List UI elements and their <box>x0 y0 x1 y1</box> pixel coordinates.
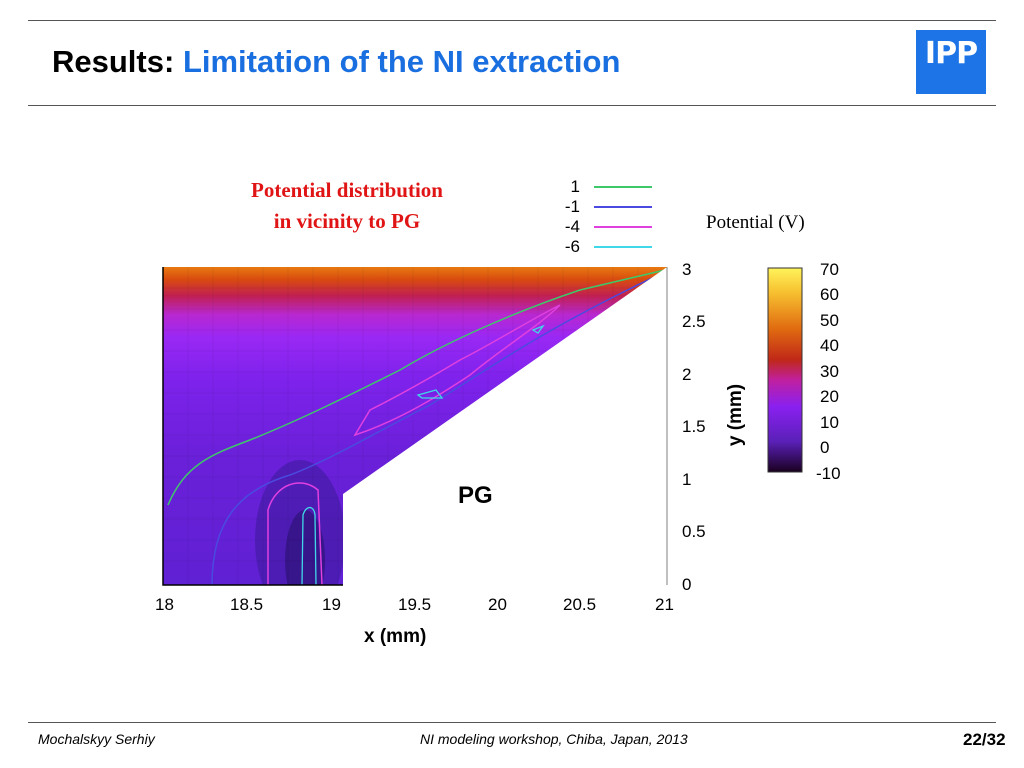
page-number: 22/32 <box>963 730 1006 749</box>
colorbar <box>767 267 803 473</box>
colorbar-tick: 40 <box>820 336 839 355</box>
y-tick: 1 <box>682 470 692 489</box>
colorbar-tick: 0 <box>820 438 830 457</box>
legend-label-minus4: -4 <box>564 217 580 236</box>
pg-label: PG <box>458 482 493 509</box>
contour-level-minus4 <box>267 304 561 585</box>
footer-rule <box>28 722 996 723</box>
slide-title: Results: Limitation of the NI extraction <box>52 44 620 80</box>
figure-caption-line2: in vicinity to PG <box>273 209 421 233</box>
figure-caption-line1: Potential distribution <box>251 178 443 202</box>
y-tick: 2 <box>682 365 692 384</box>
y-tick: 0.5 <box>682 522 706 541</box>
colorbar-tick: 30 <box>820 362 839 381</box>
colorbar-tick: 70 <box>820 260 839 279</box>
x-axis-label: x (mm) <box>364 626 427 647</box>
contour-level-minus6 <box>301 324 545 585</box>
x-tick: 20.5 <box>563 595 597 614</box>
x-tick: 18.5 <box>230 595 264 614</box>
title-main: Results: <box>52 44 175 79</box>
y-axis-label: y (mm) <box>725 383 746 447</box>
x-tick: 18 <box>155 595 174 614</box>
colorbar-tick: 60 <box>820 285 839 304</box>
colorbar-tick: 10 <box>820 413 839 432</box>
x-tick: 19.5 <box>398 595 432 614</box>
top-rule <box>28 20 996 21</box>
x-tick: 19 <box>322 595 341 614</box>
x-tick: 20 <box>488 595 507 614</box>
contour-level-1 <box>167 269 666 506</box>
title-accent: Limitation of the NI extraction <box>182 44 621 79</box>
colorbar-tick: 50 <box>820 311 839 330</box>
colorbar-tick: -10 <box>816 464 841 483</box>
header-rule <box>28 105 996 106</box>
y-tick: 0 <box>682 575 692 594</box>
ipp-logo: IPP <box>916 30 986 94</box>
legend-label-minus6: -6 <box>564 237 580 256</box>
contour-level-minus1 <box>211 271 666 585</box>
legend-label-1: 1 <box>570 177 580 196</box>
x-tick: 21 <box>655 595 674 614</box>
heatmap-field <box>163 267 667 585</box>
y-tick: 1.5 <box>682 417 706 436</box>
colorbar-title: Potential (V) <box>706 212 805 233</box>
y-tick: 2.5 <box>682 312 706 331</box>
footer-author: Mochalskyy Serhiy <box>38 731 155 747</box>
ipp-logo-text: IPP <box>924 36 978 71</box>
footer-event: NI modeling workshop, Chiba, Japan, 2013 <box>420 731 688 747</box>
legend-label-minus1: -1 <box>564 197 580 216</box>
y-tick: 3 <box>682 260 692 279</box>
colorbar-tick: 20 <box>820 387 839 406</box>
